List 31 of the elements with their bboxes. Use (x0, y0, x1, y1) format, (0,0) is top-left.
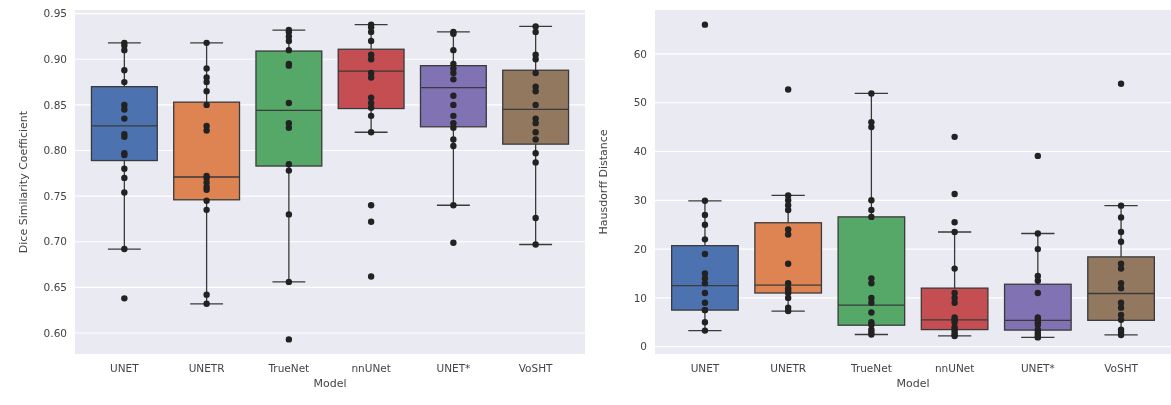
y-axis-title: Dice Similarity Coefficient (17, 110, 30, 254)
y-tick-label: 20 (633, 242, 647, 255)
y-tick-label: 0.90 (43, 52, 67, 65)
y-tick-label: 0.60 (43, 326, 67, 339)
x-tick-label: UNETR (770, 362, 807, 374)
x-tick-label: VoSHT (1104, 362, 1139, 374)
y-tick-label: 0.70 (43, 235, 67, 248)
x-tick-label: UNET (690, 362, 720, 374)
y-tick-label: 0.65 (43, 281, 67, 294)
x-tick-label: TrueNet (267, 362, 310, 374)
y-tick-label: 30 (633, 193, 647, 206)
x-tick-label: UNET (110, 362, 140, 374)
y-axis-title: Hausdorff Distance (597, 129, 610, 235)
y-tick-label: 0 (640, 340, 647, 353)
x-tick-label: nnUNet (934, 362, 975, 374)
x-axis-title: Model (896, 377, 930, 390)
y-tick-label: 0.95 (43, 7, 67, 20)
y-tick-label: 40 (633, 145, 647, 158)
x-axis-title: Model (313, 377, 347, 390)
y-tick-label: 0.85 (43, 98, 67, 111)
x-tick-label: UNETR (188, 362, 225, 374)
y-tick-label: 50 (633, 96, 647, 109)
x-tick-label: UNET* (1020, 362, 1055, 374)
x-tick-label: TrueNet (850, 362, 892, 374)
x-tick-label: UNET* (436, 362, 471, 374)
y-tick-label: 0.80 (43, 144, 67, 157)
y-tick-label: 0.75 (43, 189, 67, 202)
y-tick-label: 10 (633, 291, 647, 304)
x-tick-label: nnUNet (351, 362, 391, 374)
y-tick-label: 60 (633, 47, 647, 60)
x-tick-label: VoSHT (518, 362, 554, 374)
